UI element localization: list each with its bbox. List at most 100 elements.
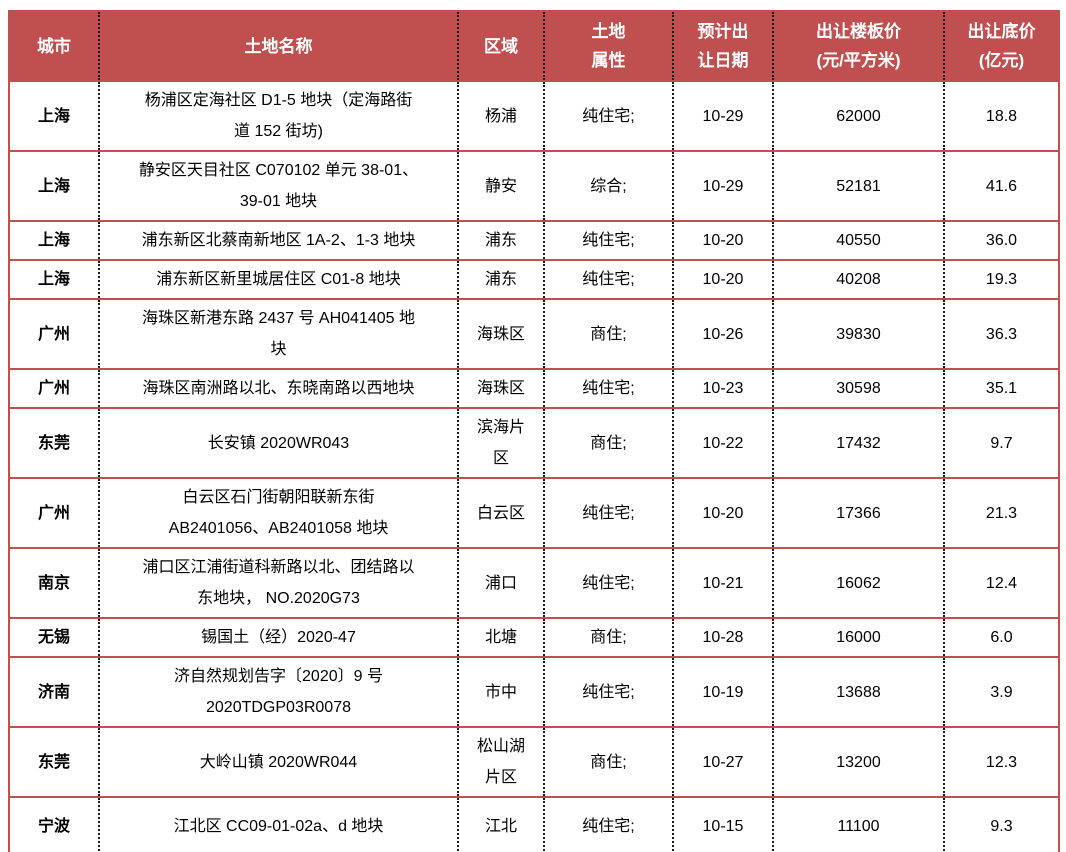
cell-district: 海珠区 — [457, 369, 544, 409]
cell-floor-price: 30598 — [772, 369, 944, 409]
cell-city: 东莞 — [9, 727, 99, 798]
cell-land-name: 浦口区江浦街道科新路以北、团结路以 东地块， NO.2020G73 — [98, 548, 458, 619]
cell-floor-price: 16062 — [772, 548, 944, 619]
cell-date: 10-15 — [672, 797, 773, 852]
cell-base-price: 36.3 — [943, 299, 1059, 370]
column-header-city: 城市 — [9, 11, 99, 82]
header-row: 城市 土地名称 区域 土地 属性 预计出 让日期 出让楼板价 (元/平方米) 出… — [9, 11, 1059, 82]
cell-floor-price: 39830 — [772, 299, 944, 370]
cell-land-name: 静安区天目社区 C070102 单元 38-01、 39-01 地块 — [98, 151, 458, 222]
column-header-land-name: 土地名称 — [98, 11, 458, 82]
table-row: 东莞 长安镇 2020WR043 滨海片 区商住; 10-22 17432 9.7 — [9, 408, 1059, 479]
cell-land-name: 白云区石门街朝阳联新东街 AB2401056、AB2401058 地块 — [98, 478, 458, 549]
cell-attribute: 商住; — [543, 408, 673, 479]
table-row: 广州 海珠区新港东路 2437 号 AH041405 地 块海珠区 商住; 10-26… — [9, 299, 1059, 370]
cell-district: 海珠区 — [457, 299, 544, 370]
cell-base-price: 12.3 — [943, 727, 1059, 798]
cell-date: 10-26 — [672, 299, 773, 370]
cell-date: 10-27 — [672, 727, 773, 798]
cell-district: 浦东 — [457, 221, 544, 261]
cell-district: 浦东 — [457, 260, 544, 300]
cell-floor-price: 52181 — [772, 151, 944, 222]
column-header-floor-price: 出让楼板价 (元/平方米) — [772, 11, 944, 82]
cell-floor-price: 16000 — [772, 618, 944, 658]
cell-base-price: 19.3 — [943, 260, 1059, 300]
cell-attribute: 商住; — [543, 299, 673, 370]
column-header-date: 预计出 让日期 — [672, 11, 773, 82]
cell-base-price: 12.4 — [943, 548, 1059, 619]
cell-date: 10-21 — [672, 548, 773, 619]
cell-base-price: 9.3 — [943, 797, 1059, 852]
cell-base-price: 36.0 — [943, 221, 1059, 261]
cell-date: 10-23 — [672, 369, 773, 409]
cell-city: 上海 — [9, 221, 99, 261]
cell-floor-price: 17366 — [772, 478, 944, 549]
cell-land-name: 锡国土（经）2020-47 — [98, 618, 458, 658]
cell-base-price: 9.7 — [943, 408, 1059, 479]
cell-attribute: 纯住宅; — [543, 657, 673, 728]
cell-city: 上海 — [9, 81, 99, 152]
cell-district: 滨海片 区 — [457, 408, 544, 479]
cell-land-name: 长安镇 2020WR043 — [98, 408, 458, 479]
cell-district: 杨浦 — [457, 81, 544, 152]
cell-attribute: 商住; — [543, 727, 673, 798]
cell-date: 10-19 — [672, 657, 773, 728]
table-row: 广州 白云区石门街朝阳联新东街 AB2401056、AB2401058 地块 白云区… — [9, 478, 1059, 549]
table-row: 广州 海珠区南洲路以北、东晓南路以西地块 海珠区 纯住宅; 10-23 30598 35.1 — [9, 369, 1059, 409]
cell-date: 10-20 — [672, 478, 773, 549]
cell-district: 白云区 — [457, 478, 544, 549]
cell-floor-price: 62000 — [772, 81, 944, 152]
cell-base-price: 41.6 — [943, 151, 1059, 222]
cell-district: 静安 — [457, 151, 544, 222]
table-body: 上海 杨浦区定海社区 D1-5 地块（定海路街 道 152 街坊) 杨浦 纯住宅; 10… — [9, 81, 1059, 852]
cell-land-name: 浦东新区新里城居住区 C01-8 地块 — [98, 260, 458, 300]
cell-district: 市中 — [457, 657, 544, 728]
cell-attribute: 纯住宅; — [543, 369, 673, 409]
cell-city: 上海 — [9, 260, 99, 300]
cell-base-price: 6.0 — [943, 618, 1059, 658]
cell-land-name: 浦东新区北蔡南新地区 1A-2、1-3 地块 — [98, 221, 458, 261]
cell-district: 北塘 — [457, 618, 544, 658]
cell-base-price: 35.1 — [943, 369, 1059, 409]
cell-date: 10-20 — [672, 260, 773, 300]
cell-city: 济南 — [9, 657, 99, 728]
cell-floor-price: 13200 — [772, 727, 944, 798]
cell-land-name: 海珠区新港东路 2437 号 AH041405 地 块 — [98, 299, 458, 370]
cell-floor-price: 40550 — [772, 221, 944, 261]
cell-attribute: 纯住宅; — [543, 221, 673, 261]
cell-floor-price: 11100 — [772, 797, 944, 852]
table-row: 宁波 江北区 CC09-01-02a、d 地块 江北 纯住宅; 10-15 11100 9.… — [9, 797, 1059, 852]
cell-city: 无锡 — [9, 618, 99, 658]
table-row: 上海 静安区天目社区 C070102 单元 38-01、 39-01 地块 静安 综合… — [9, 151, 1059, 222]
table-row: 南京 浦口区江浦街道科新路以北、团结路以 东地块， NO.2020G73 浦口 纯住宅… — [9, 548, 1059, 619]
cell-city: 广州 — [9, 369, 99, 409]
cell-district: 江北 — [457, 797, 544, 852]
table-row: 无锡 锡国土（经）2020-47 北塘 商住; 10-28 16000 6.0 — [9, 618, 1059, 658]
cell-attribute: 综合; — [543, 151, 673, 222]
cell-land-name: 济自然规划告字〔2020〕9 号 2020TDGP03R0078 — [98, 657, 458, 728]
cell-floor-price: 40208 — [772, 260, 944, 300]
cell-attribute: 纯住宅; — [543, 797, 673, 852]
cell-city: 广州 — [9, 478, 99, 549]
cell-city: 上海 — [9, 151, 99, 222]
cell-attribute: 纯住宅; — [543, 548, 673, 619]
cell-date: 10-29 — [672, 81, 773, 152]
table-row: 上海 杨浦区定海社区 D1-5 地块（定海路街 道 152 街坊) 杨浦 纯住宅; 10… — [9, 81, 1059, 152]
table-row: 东莞 大岭山镇 2020WR044 松山湖 片区 商住; 10-27 13200 12.3 — [9, 727, 1059, 798]
cell-district: 浦口 — [457, 548, 544, 619]
cell-attribute: 纯住宅; — [543, 81, 673, 152]
column-header-base-price: 出让底价 (亿元) — [943, 11, 1059, 82]
cell-attribute: 纯住宅; — [543, 260, 673, 300]
cell-land-name: 江北区 CC09-01-02a、d 地块 — [98, 797, 458, 852]
cell-city: 宁波 — [37, 818, 70, 835]
cell-district: 松山湖 片区 — [457, 727, 544, 798]
cell-base-price: 18.8 — [943, 81, 1059, 152]
cell-floor-price: 13688 — [772, 657, 944, 728]
cell-base-price: 21.3 — [943, 478, 1059, 549]
cell-land-name: 杨浦区定海社区 D1-5 地块（定海路街 道 152 街坊) — [98, 81, 458, 152]
column-header-district: 区域 — [457, 11, 544, 82]
column-header-attribute: 土地 属性 — [543, 11, 673, 82]
table-row: 济南 济自然规划告字〔2020〕9 号 2020TDGP03R0078 市中 纯住宅;… — [9, 657, 1059, 728]
cell-city: 广州 — [9, 299, 99, 370]
